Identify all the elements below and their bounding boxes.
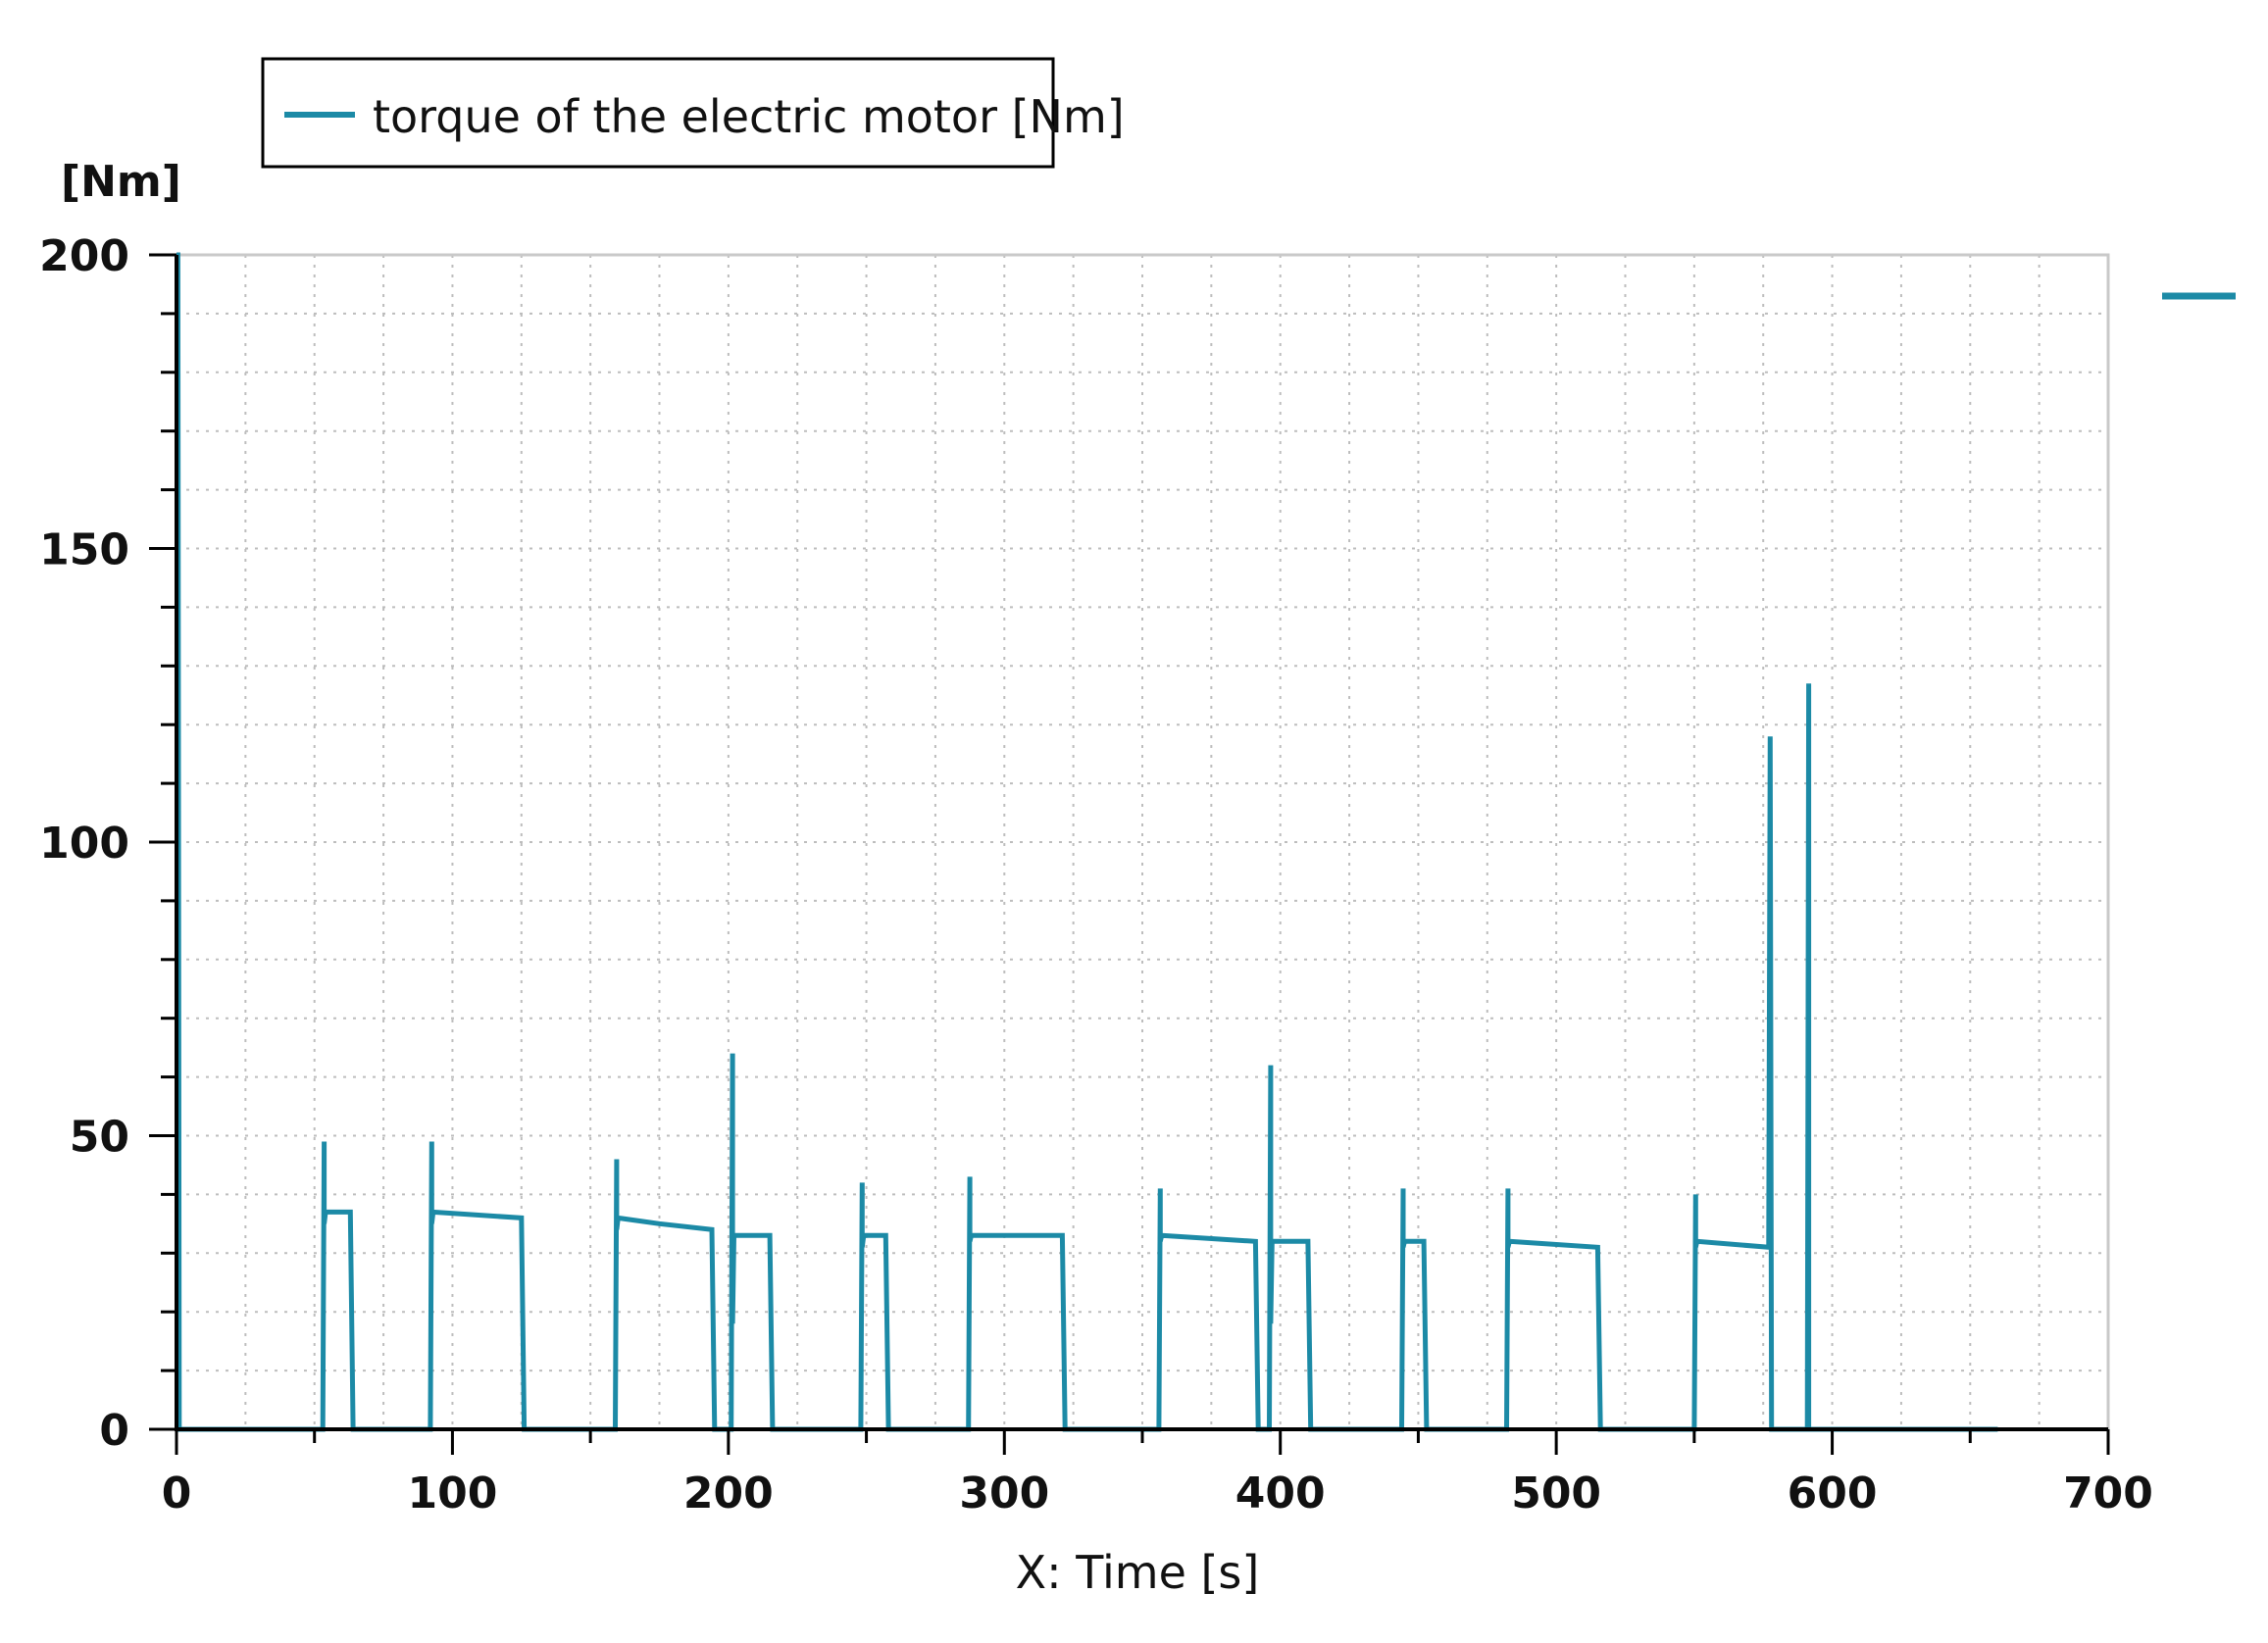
grid-lines [176, 255, 2108, 1429]
series-layer [175, 252, 1998, 1432]
legend-entry-torque: torque of the electric motor [Nm] [373, 90, 1125, 143]
x-tick-label: 600 [1788, 1469, 1878, 1519]
legend[interactable]: torque of the electric motor [Nm] [261, 57, 1125, 169]
y-tick-label: 100 [39, 819, 129, 869]
x-tick-label: 400 [1235, 1469, 1326, 1519]
x-tick-label: 200 [683, 1469, 774, 1519]
series-line-torque [175, 252, 1998, 1432]
x-tick-label: 500 [1511, 1469, 1601, 1519]
x-axis-title: X: Time [s] [1016, 1546, 1260, 1599]
y-tick-label: 0 [99, 1406, 129, 1456]
y-tick-label: 150 [39, 525, 129, 575]
y-tick-label: 50 [70, 1113, 129, 1163]
y-tick-label: 200 [39, 231, 129, 281]
tick-labels: 0 50 100 150 200 0 100 200 300 400 500 600 700 [39, 231, 2153, 1519]
x-tick-label: 700 [2063, 1469, 2153, 1519]
x-tick-label: 0 [162, 1469, 192, 1519]
x-tick-label: 100 [407, 1469, 497, 1519]
axes [149, 253, 2110, 1455]
x-tick-label: 300 [959, 1469, 1049, 1519]
y-axis-unit-label: [Nm] [61, 157, 181, 207]
plot-area-frame [175, 253, 2110, 1431]
legend-box [261, 57, 1055, 169]
